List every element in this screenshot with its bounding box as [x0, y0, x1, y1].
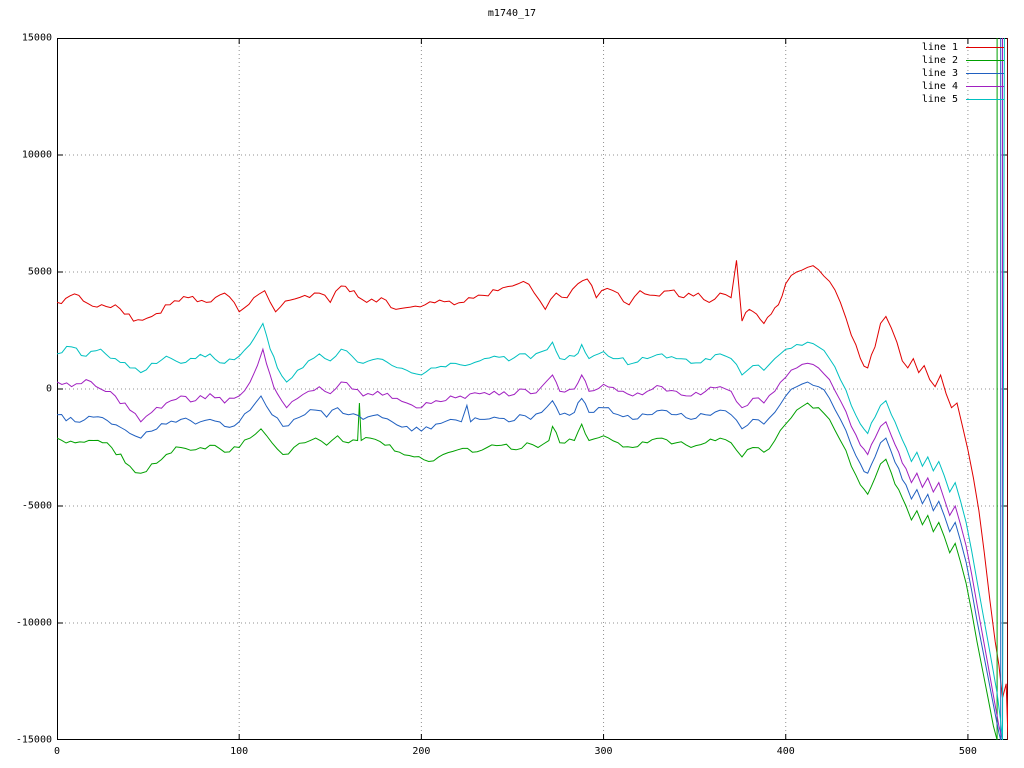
x-tick-label: 0: [53, 746, 61, 757]
series-line-3: [57, 38, 1002, 740]
x-tick-label: 500: [958, 746, 977, 757]
legend-line-sample: [966, 60, 1004, 61]
x-tick-label: 300: [594, 746, 613, 757]
y-tick-label: 15000: [21, 32, 52, 44]
legend-item: line 1: [922, 41, 1004, 54]
series-line-2: [57, 38, 998, 740]
y-tick-label: -5000: [21, 500, 52, 512]
legend-label: line 3: [921, 68, 958, 79]
x-tick-label: 200: [412, 746, 431, 757]
y-tick-label: -10000: [15, 617, 52, 629]
legend-line-sample: [966, 86, 1004, 87]
chart-title: m1740_17: [487, 8, 537, 19]
legend-item: line 2: [922, 54, 1004, 67]
legend-label: line 4: [921, 81, 958, 92]
series-line-4: [57, 38, 1003, 740]
x-tick-label: 100: [230, 746, 249, 757]
series-line-1: [57, 38, 1008, 740]
x-tick-label: 400: [776, 746, 795, 757]
legend-line-sample: [966, 47, 1004, 48]
plot-area: [57, 38, 1008, 740]
y-tick-label: 10000: [21, 149, 52, 161]
legend-item: line 5: [922, 93, 1004, 106]
legend-label: line 2: [921, 55, 958, 66]
y-tick-label: 0: [45, 383, 52, 395]
y-tick-label: -15000: [15, 734, 52, 746]
y-tick-label: 5000: [27, 266, 52, 278]
legend-item: line 4: [922, 80, 1004, 93]
legend-line-sample: [966, 99, 1004, 100]
legend-line-sample: [966, 73, 1004, 74]
legend-label: line 5: [921, 94, 958, 105]
legend: line 1 line 2 line 3 line 4 line 5: [922, 41, 1004, 106]
series-line-5: [57, 38, 1005, 740]
legend-item: line 3: [922, 67, 1004, 80]
legend-label: line 1: [921, 42, 958, 53]
